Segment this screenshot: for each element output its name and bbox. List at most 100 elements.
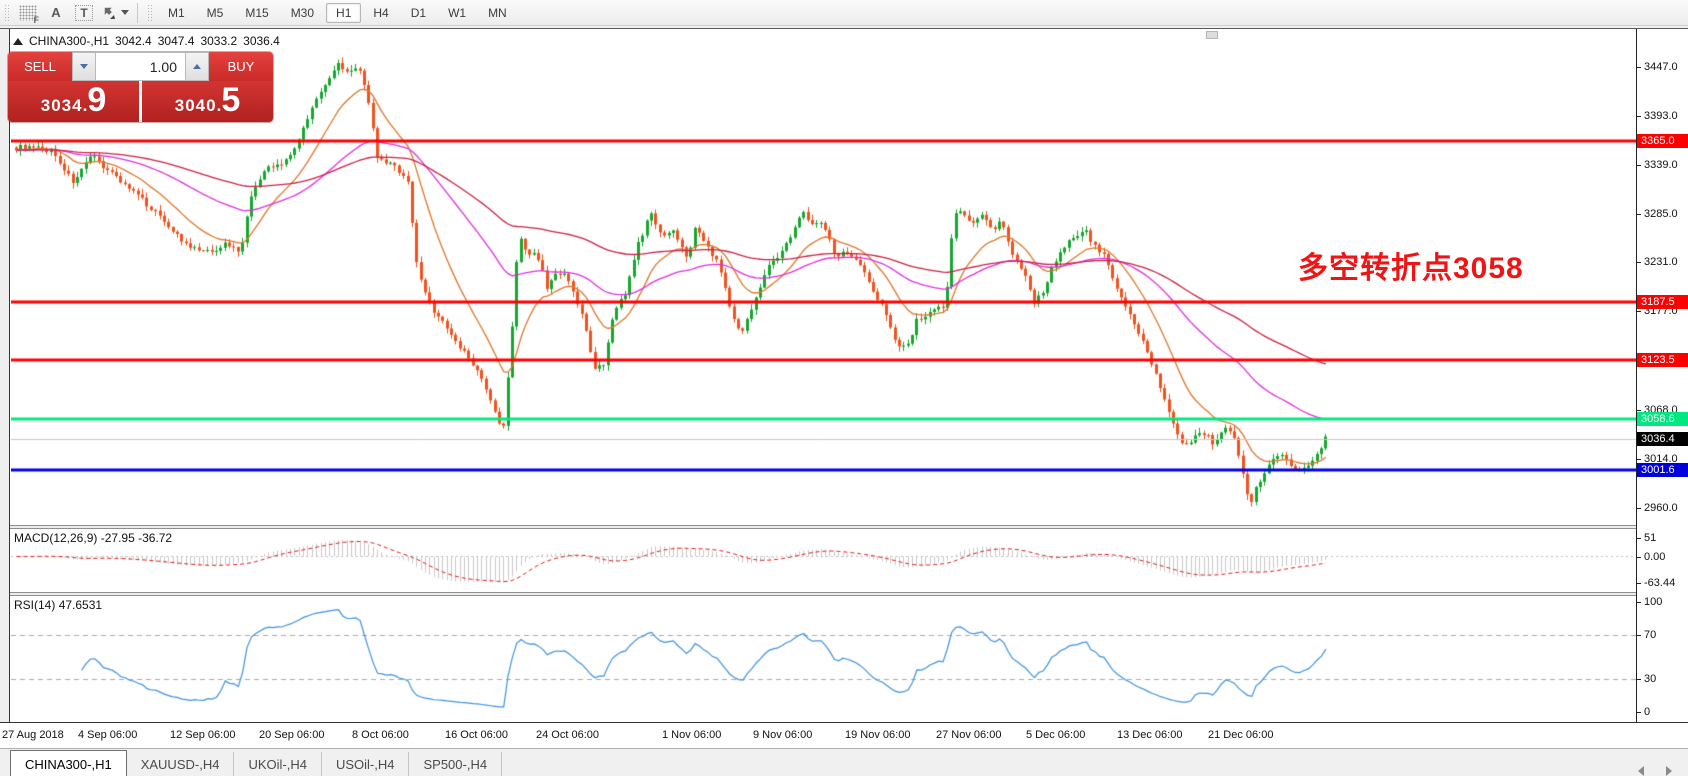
toolbar-grip[interactable] bbox=[4, 3, 10, 22]
sell-button[interactable]: SELL bbox=[8, 52, 72, 81]
ohlc-low: 3033.2 bbox=[200, 34, 238, 48]
ohlc-close: 3036.4 bbox=[243, 34, 280, 48]
macd-values: -27.95 -36.72 bbox=[100, 531, 173, 545]
y-axis-tick: 3014.0 bbox=[1637, 452, 1688, 466]
time-axis-label: 27 Aug 2018 bbox=[2, 729, 64, 741]
toolbar: F A T M1 M5 M15 M30 H1 H4 D1 W1 MN bbox=[0, 0, 1688, 26]
volume-increase-button[interactable] bbox=[185, 52, 209, 81]
timeframe-button-w1[interactable]: W1 bbox=[448, 5, 467, 20]
time-axis-label: 4 Sep 06:00 bbox=[78, 729, 138, 741]
buy-price-pip: 5 bbox=[221, 81, 241, 119]
arrows-icon bbox=[101, 6, 117, 20]
rsi-axis-tick: 70 bbox=[1637, 628, 1688, 642]
price-axis[interactable]: 3447.0 3393.0 3339.0 3285.0 3231.0 3177.0 3068… bbox=[1637, 29, 1688, 722]
one-click-trading-panel: SELL 1.00 BUY 3034 . 9 3040 . 5 bbox=[8, 52, 273, 122]
letter-a-icon: A bbox=[51, 5, 61, 20]
arrows-tool-button[interactable] bbox=[100, 2, 130, 24]
sell-price-pip: 9 bbox=[87, 81, 107, 119]
rsi-value: 47.6531 bbox=[58, 598, 103, 612]
buy-price-main: 3040 bbox=[174, 96, 217, 115]
y-axis-tick: 3447.0 bbox=[1637, 60, 1688, 74]
timeframe-button-m5[interactable]: M5 bbox=[206, 5, 224, 20]
time-axis-label: 9 Nov 06:00 bbox=[753, 729, 813, 741]
scroll-left-icon[interactable] bbox=[1638, 766, 1644, 776]
font-tool-button[interactable]: A bbox=[44, 2, 68, 24]
y-axis-tick: 3285.0 bbox=[1637, 207, 1688, 221]
text-label-icon: T bbox=[75, 4, 93, 21]
sell-price-dot: . bbox=[82, 96, 88, 115]
time-axis[interactable]: 27 Aug 2018 4 Sep 06:00 12 Sep 06:00 20 Sep… bbox=[0, 722, 1688, 748]
chart-tab-bar: CHINA300-,H1 XAUUSD-,H4 UKOil-,H4 USOil-,H4… bbox=[0, 748, 1688, 776]
time-axis-label: 19 Nov 06:00 bbox=[845, 729, 911, 741]
price-level-flag: 3001.6 bbox=[1637, 463, 1688, 478]
chevron-down-icon[interactable] bbox=[121, 10, 129, 15]
y-axis-tick: 2960.0 bbox=[1637, 501, 1688, 515]
volume-decrease-button[interactable] bbox=[72, 52, 96, 81]
rsi-axis-tick: 0 bbox=[1637, 705, 1688, 719]
grid-f-icon: F bbox=[19, 4, 39, 25]
time-axis-label: 5 Dec 06:00 bbox=[1026, 729, 1086, 741]
rsi-axis-tick: 100 bbox=[1637, 595, 1688, 609]
spinner-up-icon bbox=[193, 64, 201, 69]
y-axis-tick: 3393.0 bbox=[1637, 109, 1688, 123]
chart-tab-china300h1[interactable]: CHINA300-,H1 bbox=[10, 750, 127, 776]
toolbar-grip-2[interactable] bbox=[147, 3, 153, 22]
price-level-flag: 3036.4 bbox=[1637, 431, 1688, 446]
volume-input[interactable]: 1.00 bbox=[96, 52, 185, 81]
chart-tab-ukoilh4[interactable]: UKOil-,H4 bbox=[234, 752, 322, 776]
macd-axis-tick: 51 bbox=[1637, 531, 1688, 545]
time-axis-label: 16 Oct 06:00 bbox=[445, 729, 508, 741]
macd-name: MACD(12,26,9) bbox=[14, 531, 98, 545]
text-label-tool-button[interactable]: T bbox=[72, 2, 96, 24]
spinner-down-icon bbox=[80, 64, 88, 69]
chart-tab-usoilh4[interactable]: USOil-,H4 bbox=[322, 752, 410, 776]
rsi-indicator-canvas[interactable] bbox=[11, 596, 1636, 722]
chart-tab-xauusdh4[interactable]: XAUUSD-,H4 bbox=[127, 752, 235, 776]
timeframe-button-d1[interactable]: D1 bbox=[410, 5, 427, 20]
rsi-label: RSI(14) 47.6531 bbox=[14, 598, 102, 612]
symbol-name: CHINA300-,H1 bbox=[29, 34, 110, 48]
time-axis-label: 13 Dec 06:00 bbox=[1117, 729, 1183, 741]
scroll-right-icon[interactable] bbox=[1666, 766, 1672, 776]
rsi-axis-tick: 30 bbox=[1637, 672, 1688, 686]
timeframe-button-h4[interactable]: H4 bbox=[373, 5, 389, 20]
pane-splitter-rsi[interactable] bbox=[0, 592, 1688, 596]
chart-tab-sp500h4[interactable]: SP500-,H4 bbox=[409, 752, 503, 776]
timeframe-button-m1[interactable]: M1 bbox=[168, 5, 185, 20]
timeframe-button-h1[interactable]: H1 bbox=[326, 2, 362, 23]
symbol-header: CHINA300-,H1 3042.4 3047.4 3033.2 3036.4 bbox=[13, 34, 280, 48]
time-axis-label: 12 Sep 06:00 bbox=[170, 729, 236, 741]
tab-scroll-controls bbox=[1638, 766, 1688, 776]
timeframe-button-mn[interactable]: MN bbox=[488, 5, 507, 20]
timeframe-group: M1 M5 M15 M30 H1 H4 D1 W1 MN bbox=[157, 2, 518, 23]
time-axis-label: 27 Nov 06:00 bbox=[936, 729, 1002, 741]
window-frame-edge bbox=[0, 26, 1688, 29]
macd-label: MACD(12,26,9) -27.95 -36.72 bbox=[14, 531, 172, 545]
time-axis-label: 20 Sep 06:00 bbox=[259, 729, 325, 741]
sell-price-display[interactable]: 3034 . 9 bbox=[8, 81, 139, 122]
period-separators-button[interactable]: F bbox=[16, 2, 40, 25]
rsi-name: RSI(14) bbox=[14, 598, 56, 612]
time-axis-label: 1 Nov 06:00 bbox=[662, 729, 722, 741]
chart-scrollbar-thumb[interactable] bbox=[1206, 31, 1218, 39]
price-chart-canvas[interactable] bbox=[11, 29, 1636, 525]
price-axis-line bbox=[1636, 29, 1637, 722]
ohlc-high: 3047.4 bbox=[157, 34, 195, 48]
pane-splitter-macd[interactable] bbox=[0, 525, 1688, 529]
y-axis-tick: 3339.0 bbox=[1637, 158, 1688, 172]
price-level-flag: 3123.5 bbox=[1637, 352, 1688, 367]
ohlc-open: 3042.4 bbox=[115, 34, 152, 48]
buy-button[interactable]: BUY bbox=[209, 52, 273, 81]
timeframe-button-m30[interactable]: M30 bbox=[290, 5, 315, 20]
macd-axis-tick: -63.44 bbox=[1637, 576, 1688, 590]
time-axis-label: 21 Dec 06:00 bbox=[1208, 729, 1274, 741]
macd-indicator-canvas[interactable] bbox=[11, 529, 1636, 593]
sell-price-main: 3034 bbox=[40, 96, 83, 115]
buy-price-display[interactable]: 3040 . 5 bbox=[142, 81, 273, 122]
chart-text-annotation[interactable]: 多空转折点3058 bbox=[1298, 252, 1524, 285]
timeframe-button-m15[interactable]: M15 bbox=[245, 5, 269, 20]
window-left-border bbox=[0, 29, 10, 722]
price-level-flag: 3365.0 bbox=[1637, 134, 1688, 149]
chart-window: CHINA300-,H1 3042.4 3047.4 3033.2 3036.4… bbox=[0, 29, 1688, 748]
buy-price-dot: . bbox=[216, 96, 222, 115]
